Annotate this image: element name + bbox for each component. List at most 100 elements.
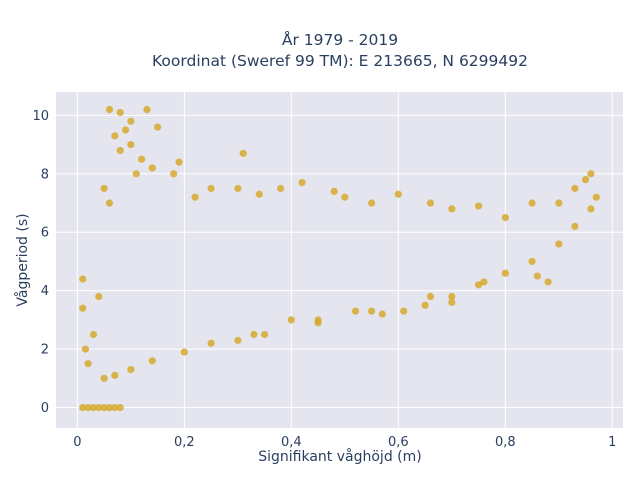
data-point [571,222,579,230]
data-point [501,269,509,277]
plot-area [56,92,623,428]
data-point [421,301,429,309]
x-tick-label: 0,6 [388,435,409,450]
data-point [571,184,579,193]
data-point [378,310,386,318]
data-point [111,132,119,140]
data-point [261,330,269,339]
data-point [132,170,140,178]
data-point [127,365,135,374]
data-point [448,298,456,306]
y-tick-label: 8 [41,167,49,182]
data-point [137,155,146,163]
gridlines [56,92,623,428]
data-point [79,275,87,283]
scatter-series [79,105,600,412]
data-point [100,184,108,193]
x-tick-label: 1 [608,435,616,450]
data-point [148,164,156,172]
data-point [111,371,119,380]
data-point [89,403,98,412]
data-point [81,345,90,353]
data-point [111,403,119,412]
data-point [474,202,483,210]
data-point [239,149,247,157]
data-point [116,108,124,117]
data-point [528,199,536,207]
data-point [180,348,188,356]
data-point [341,193,349,201]
data-point [528,257,536,266]
data-point [426,292,435,301]
data-point [287,316,295,324]
data-point [298,178,306,187]
data-point [116,146,124,155]
x-tick-label: 0,4 [281,435,302,450]
data-point [79,403,87,412]
data-point [426,199,435,207]
y-tick-label: 10 [32,109,49,124]
data-point [127,117,135,125]
data-point [191,193,199,201]
data-point [148,357,156,365]
x-tick-label: 0,8 [495,435,516,450]
data-point [448,205,456,213]
data-point [127,140,135,149]
data-point [79,304,87,312]
data-point [480,278,488,286]
x-tick-label: 0,2 [174,435,195,450]
data-point [400,307,408,315]
data-point [121,126,130,134]
data-point [555,240,563,248]
data-point [234,336,242,344]
data-point [314,316,322,324]
y-tick-label: 4 [41,284,49,299]
data-point [105,403,114,412]
data-point [501,214,509,222]
data-point [84,403,92,412]
data-point [587,205,595,213]
data-point [581,176,590,184]
data-point [448,292,456,301]
data-point [394,190,402,198]
data-point [116,403,124,412]
data-point [105,199,114,207]
data-point [250,330,258,339]
data-point [100,403,108,412]
data-point [277,184,285,193]
chart-title-line-2: Koordinat (Sweref 99 TM): E 213665, N 62… [152,52,528,70]
data-point [175,158,183,166]
data-point [544,278,552,286]
data-point [84,360,92,368]
y-axis-label: Vågperiod (s) [14,213,31,306]
data-point [207,339,215,347]
data-point [234,184,242,193]
chart-title-line-1: År 1979 - 2019 [282,30,398,49]
data-point [95,403,103,412]
y-tick-label: 2 [41,343,49,358]
x-axis-label: Signifikant våghöjd (m) [258,448,421,465]
data-point [95,292,103,301]
data-point [533,272,542,280]
data-point [207,184,215,193]
data-point [105,105,114,114]
data-point [89,330,98,339]
data-point [170,170,178,178]
data-point [255,190,263,198]
data-point [474,281,483,289]
data-point [143,105,151,114]
data-point [154,123,162,131]
data-point [330,187,338,195]
data-point [367,199,376,207]
data-point [587,170,595,178]
y-tick-label: 0 [41,401,49,416]
data-point [100,374,108,382]
data-point [592,193,600,201]
x-tick-label: 0 [73,435,81,450]
y-tick-label: 6 [41,226,49,241]
data-point [351,307,360,315]
data-point [555,199,563,207]
data-point [367,307,376,315]
